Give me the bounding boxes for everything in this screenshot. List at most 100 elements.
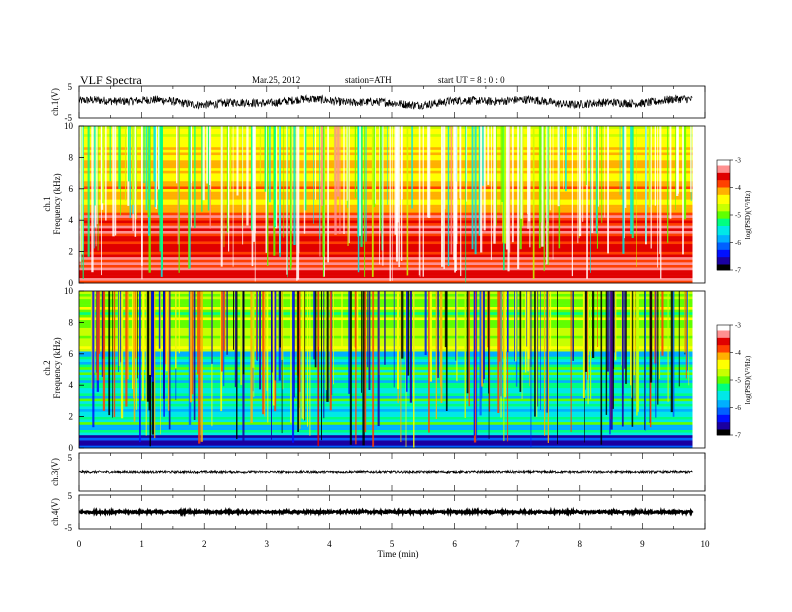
spectrogram-band [79, 366, 693, 370]
spectrogram-band [79, 141, 693, 145]
colorbar-cell [717, 394, 730, 397]
spectrogram-burst [354, 291, 356, 348]
spectrogram-band [79, 309, 693, 313]
spectrogram-burst [528, 126, 531, 222]
spectrogram-burst [504, 291, 507, 398]
spectrogram-burst [160, 291, 161, 435]
spectrogram-band [79, 442, 693, 446]
colorbar-cell [717, 198, 730, 201]
spectrogram-burst [158, 126, 160, 190]
spectrogram-burst [570, 291, 572, 432]
colorbar-cell [717, 334, 730, 337]
spectrogram-band [79, 131, 693, 135]
colorbar-cell [717, 200, 730, 203]
spectrogram-burst [125, 291, 128, 407]
spectrogram-burst [188, 126, 190, 269]
spectrogram-burst [303, 291, 305, 420]
spectrogram-burst [546, 126, 548, 264]
spectrogram-burst [145, 126, 148, 211]
spectrogram-band [79, 432, 693, 436]
spectrogram-band [79, 196, 693, 200]
spectrogram-band [79, 162, 693, 166]
spectrogram-burst [670, 291, 673, 413]
spectrogram-burst [409, 291, 412, 403]
spectrogram-band [79, 246, 693, 250]
ch1-xticks [78, 86, 706, 118]
colorbar-cell [717, 325, 730, 328]
spectrogram-burst [154, 291, 156, 439]
spectrogram-burst [478, 126, 481, 236]
spectrogram-burst [148, 126, 150, 200]
colorbar-cell [717, 380, 730, 383]
spectrogram-band [79, 262, 693, 265]
spectrogram-band [79, 314, 693, 318]
spectrogram-burst [480, 126, 483, 253]
colorbar-cell [717, 431, 730, 434]
spectrogram-burst [211, 291, 213, 364]
ch2-spectrogram-panel: 0 2 4 6 8 10 ch.2 Frequency (kHz) [42, 286, 706, 453]
colorbar-cell [717, 385, 730, 388]
spectrogram-band [79, 440, 693, 444]
spectrogram-band [79, 419, 693, 423]
spectrogram-ytick-label: 0 [69, 443, 74, 453]
spectrogram-burst [189, 291, 193, 403]
colorbar-cell [717, 202, 730, 205]
colorbar-cell [717, 233, 730, 236]
spectrogram-burst [644, 291, 646, 430]
spectrogram-burst [688, 291, 690, 386]
spectrogram-burst [476, 291, 478, 440]
spectrogram-burst [287, 126, 288, 278]
spectrogram-burst [418, 126, 420, 276]
time-axis-tick-label: 7 [515, 539, 520, 549]
spectrogram-burst [661, 291, 664, 356]
spectrogram-burst [149, 291, 151, 375]
spectrogram-burst [313, 126, 314, 224]
spectrogram-ytick-label: 8 [69, 317, 74, 327]
spectrogram-burst [201, 126, 203, 212]
spectrogram-burst [552, 126, 554, 260]
spectrogram-band [79, 238, 693, 242]
spectrogram-band [79, 359, 693, 362]
time-axis-label: Time (min) [378, 549, 419, 559]
spectrogram-band [79, 406, 693, 410]
spectrogram-band [79, 199, 693, 203]
colorbar-tick-label: -7 [735, 267, 741, 275]
spectrogram-burst [501, 126, 504, 202]
spectrogram-burst [120, 291, 124, 419]
colorbar-cell [717, 378, 730, 381]
spectrogram-band [79, 214, 693, 218]
spectrogram-band [79, 416, 693, 420]
spectrogram-burst [220, 126, 223, 267]
spectrogram-burst [273, 291, 277, 381]
spectrogram-band [79, 180, 693, 184]
spectrogram-burst [601, 126, 603, 223]
spectrogram-burst [281, 291, 283, 434]
spectrogram-burst [364, 291, 367, 433]
spectrogram-band [79, 178, 693, 182]
colorbar-cell [717, 374, 730, 377]
ch1-waveform-panel: 5 -5 ch.1(V) [50, 82, 706, 123]
spectrogram-band [79, 364, 693, 368]
spectrogram-band [79, 264, 693, 268]
spectrogram-burst [481, 291, 484, 387]
colorbar-cell [717, 260, 730, 264]
spectrogram-burst [150, 291, 152, 377]
spectrogram-burst [592, 291, 595, 358]
spectrogram-burst [622, 126, 625, 254]
spectrogram-burst [337, 126, 339, 197]
colorbar-cell [717, 213, 730, 216]
colorbar-cell [717, 347, 730, 350]
spectrogram-burst [226, 291, 228, 355]
colorbar-cell [717, 389, 730, 392]
spectrogram-burst [118, 126, 121, 189]
spectrogram-burst [242, 291, 245, 375]
spectrogram-burst [557, 126, 560, 207]
spectrogram-no-data [692, 291, 705, 448]
colorbar-cell [717, 257, 730, 260]
spectrogram-burst [265, 126, 267, 253]
spectrogram-burst [314, 291, 317, 368]
time-axis-tick-label: 10 [701, 539, 711, 549]
spectrogram-burst [159, 126, 162, 252]
spectrogram-burst [321, 291, 322, 441]
spectrogram-burst [322, 126, 325, 257]
